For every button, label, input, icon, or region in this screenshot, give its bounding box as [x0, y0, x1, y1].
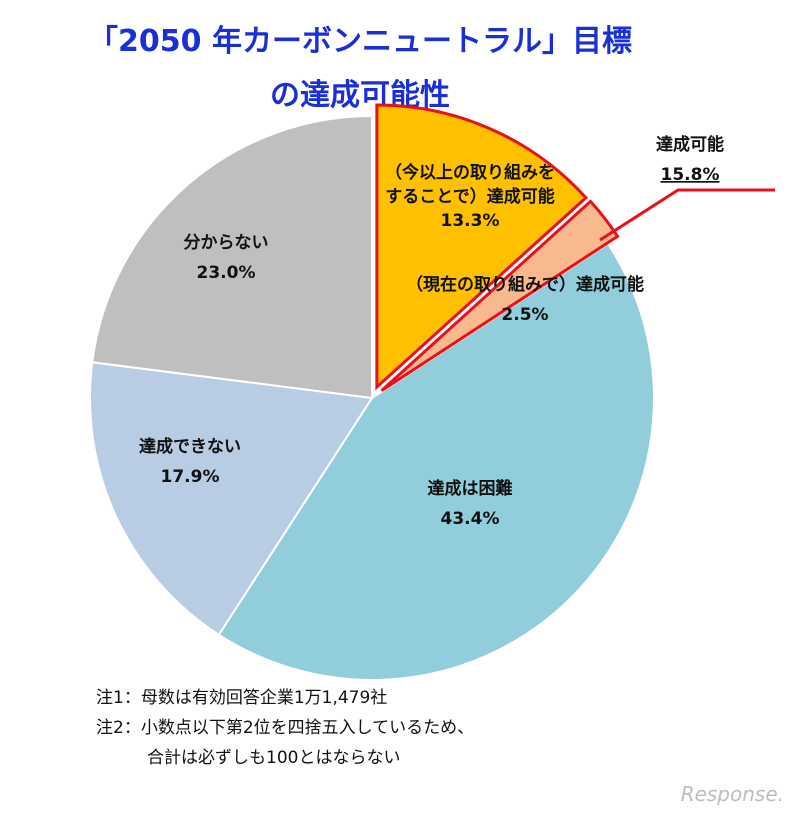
slice-value-label: 43.4% — [441, 509, 500, 529]
slice-label-text: （現在の取り組みで）達成可能 — [406, 274, 644, 295]
slice-label-4: 分からない 23.0% — [184, 233, 269, 283]
pie-slice-0 — [375, 103, 588, 391]
pie-slices — [89, 114, 655, 681]
pie-slice-2 — [217, 242, 655, 681]
annotation-leader-line — [599, 188, 775, 242]
slice-label-text: することで）達成可能 — [385, 186, 555, 207]
slice-value-label: 23.0% — [197, 263, 256, 283]
slice-label-text: 分からない — [184, 233, 269, 253]
slice-label-2: 達成は困難 43.4% — [428, 478, 513, 529]
slice-value-label: 17.9% — [161, 467, 220, 487]
pie-slice-1 — [380, 199, 620, 392]
annotation-label: 達成可能 — [656, 134, 724, 155]
chart-title-line-1: 「2050 年カーボンニュートラル」目標 — [88, 24, 632, 59]
slice-value-label: 2.5% — [501, 305, 548, 325]
response-watermark: Response. — [680, 782, 784, 806]
pie-slice-4 — [91, 114, 373, 400]
slice-label-1: （現在の取り組みで）達成可能 2.5% — [406, 274, 644, 325]
slice-label-text: 達成は困難 — [428, 478, 513, 499]
pie-slice-3 — [89, 361, 374, 637]
slice-value-label: 13.3% — [441, 211, 500, 231]
note-2: 注2：小数点以下第2位を四捨五入しているため、 — [96, 718, 475, 738]
slice-label-3: 達成できない 17.9% — [139, 436, 241, 487]
note-1: 注1：母数は有効回答企業1万1,479社 — [96, 688, 388, 708]
slice-label-text: 達成できない — [139, 436, 241, 457]
pie-highlight-outlines — [375, 103, 620, 392]
annotation-value: 15.8% — [661, 165, 720, 185]
slice-label-text: （今以上の取り組みを — [385, 162, 555, 183]
note-3: 合計は必ずしも100とはならない — [147, 748, 401, 768]
